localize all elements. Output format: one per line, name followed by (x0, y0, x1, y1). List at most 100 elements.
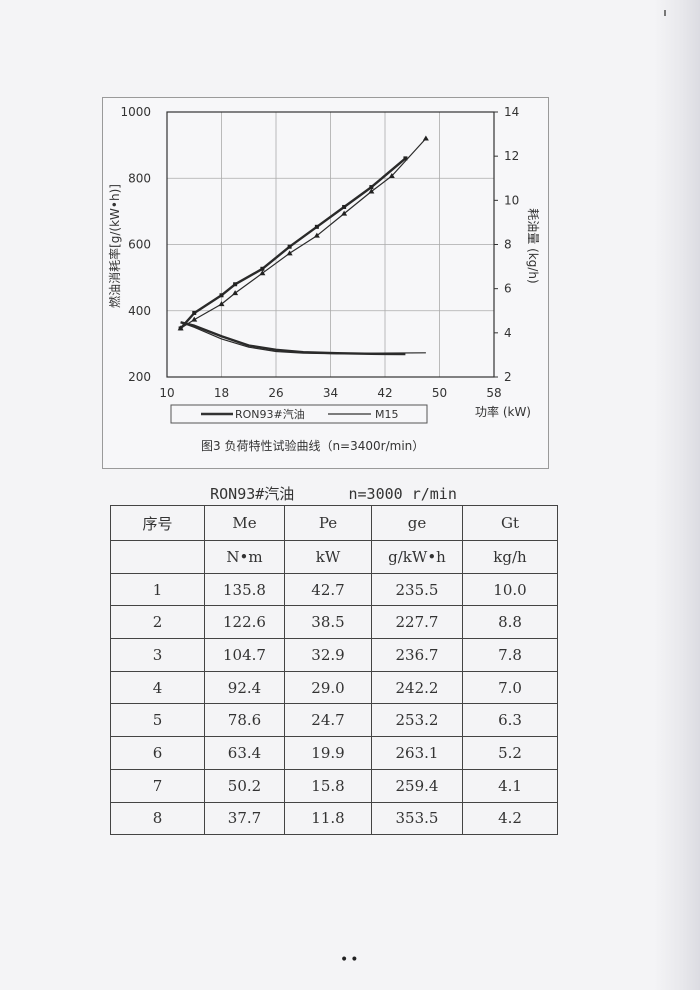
x-tick-label: 34 (323, 386, 338, 400)
header-index: 序号 (110, 505, 205, 541)
data-point (369, 185, 374, 190)
cell: 263.1 (371, 736, 463, 770)
data-point (422, 135, 429, 141)
data-table: 序号 Me Pe ge Gt N•m kW g/kW•h kg/h 1 135.8… (110, 505, 558, 836)
y-left-tick-label: 200 (128, 370, 151, 384)
cell: 5.2 (462, 736, 558, 770)
cell: 19.9 (284, 736, 372, 770)
cell: 135.8 (204, 572, 285, 607)
data-point (192, 310, 197, 315)
y-left-tick-label: 1000 (120, 105, 151, 119)
y-left-axis-label: 燃油消耗率[g/(kW•h)] (107, 184, 122, 308)
table-row: 5 78.6 24.7 253.2 6.3 (110, 703, 558, 738)
y-right-tick-label: 4 (504, 326, 512, 340)
table-row: 3 104.7 32.9 236.7 7.8 (110, 638, 558, 672)
legend-label-ron93: RON93#汽油 (235, 407, 305, 421)
y-right-tick-label: 12 (504, 149, 519, 163)
x-axis-label: 功率 (kW) (475, 404, 531, 419)
legend-label-m15: M15 (375, 408, 399, 421)
y-left-tick-label: 800 (128, 171, 151, 185)
x-tick-label: 50 (432, 386, 447, 400)
cell: 63.4 (204, 736, 285, 770)
cell: 4.1 (462, 768, 558, 803)
y-right-tick-label: 6 (504, 282, 512, 296)
data-point (177, 325, 184, 331)
unit-index (110, 540, 205, 574)
cell: 15.8 (284, 768, 372, 803)
cell: 38.5 (284, 605, 372, 640)
unit-me: N•m (204, 540, 285, 574)
chart-ticks: 10 18 26 34 42 50 58 200 400 600 800 1000 2 4 6 8 10 12 14 (120, 105, 519, 400)
figure: 10 18 26 34 42 50 58 200 400 600 800 1000 2 4 6 8 10 12 14… (102, 97, 549, 469)
cell: 8.8 (462, 605, 558, 640)
cell: 6 (110, 736, 205, 770)
data-point (388, 173, 395, 179)
cell: 7 (110, 768, 205, 803)
chart-grid (166, 111, 495, 378)
cell: 1 (110, 572, 205, 607)
series-line (180, 321, 426, 355)
table-row: 2 122.6 38.5 227.7 8.8 (110, 605, 558, 640)
cell: 4.2 (462, 801, 558, 836)
cell: 2 (110, 605, 205, 640)
series-line (180, 138, 427, 329)
edge-mark (664, 10, 666, 16)
cell: 42.7 (284, 572, 372, 607)
table-row: 1 135.8 42.7 235.5 10.0 (110, 572, 558, 607)
data-point (368, 188, 375, 194)
cell: 227.7 (371, 605, 463, 640)
unit-ge: g/kW•h (371, 540, 463, 574)
figure-caption: 图3 负荷特性试验曲线（n=3400r/min） (201, 438, 424, 453)
data-point (287, 244, 292, 249)
cell: 37.7 (204, 801, 285, 836)
cell: 50.2 (204, 768, 285, 803)
data-point (403, 156, 408, 161)
cell: 235.5 (371, 572, 463, 607)
data-point (286, 250, 293, 256)
series-line (180, 321, 406, 356)
data-point (191, 316, 198, 322)
x-tick-label: 10 (159, 386, 174, 400)
y-left-tick-label: 600 (128, 238, 151, 252)
data-point (233, 282, 238, 287)
cell: 10.0 (462, 572, 558, 607)
data-point (341, 210, 348, 216)
y-left-tick-label: 400 (128, 304, 151, 318)
data-point (232, 290, 239, 296)
unit-pe: kW (284, 540, 372, 574)
x-tick-label: 18 (214, 386, 229, 400)
table-row: 6 63.4 19.9 263.1 5.2 (110, 736, 558, 770)
data-point (342, 204, 347, 209)
load-characteristic-chart: 10 18 26 34 42 50 58 200 400 600 800 1000 2 4 6 8 10 12 14… (107, 105, 540, 453)
cell: 3 (110, 638, 205, 672)
table-row: 7 50.2 15.8 259.4 4.1 (110, 768, 558, 803)
page-footer-mark: •• (340, 952, 361, 968)
page-edge-shadow (654, 0, 700, 990)
cell: 32.9 (284, 638, 372, 672)
cell: 236.7 (371, 638, 463, 672)
cell: 92.4 (204, 670, 285, 705)
cell: 11.8 (284, 801, 372, 836)
legend-box (170, 404, 428, 424)
y-right-tick-label: 10 (504, 193, 519, 207)
cell: 242.2 (371, 670, 463, 705)
x-tick-label: 26 (268, 386, 283, 400)
header-me: Me (204, 505, 285, 541)
y-right-tick-label: 14 (504, 105, 519, 119)
data-point (219, 293, 224, 298)
header-gt: Gt (462, 505, 558, 541)
series-line (179, 157, 407, 330)
cell: 353.5 (371, 801, 463, 836)
table-title: RON93#汽油 n=3000 r/min (210, 485, 457, 503)
data-point (313, 232, 320, 238)
data-point (218, 301, 225, 307)
data-point (259, 270, 266, 276)
cell: 253.2 (371, 703, 463, 738)
cell: 7.0 (462, 670, 558, 705)
cell: 24.7 (284, 703, 372, 738)
cell: 8 (110, 801, 205, 836)
x-tick-label: 58 (486, 386, 501, 400)
table-units-row: N•m kW g/kW•h kg/h (110, 540, 558, 574)
y-right-tick-label: 2 (504, 370, 512, 384)
y-right-tick-label: 8 (504, 238, 512, 252)
